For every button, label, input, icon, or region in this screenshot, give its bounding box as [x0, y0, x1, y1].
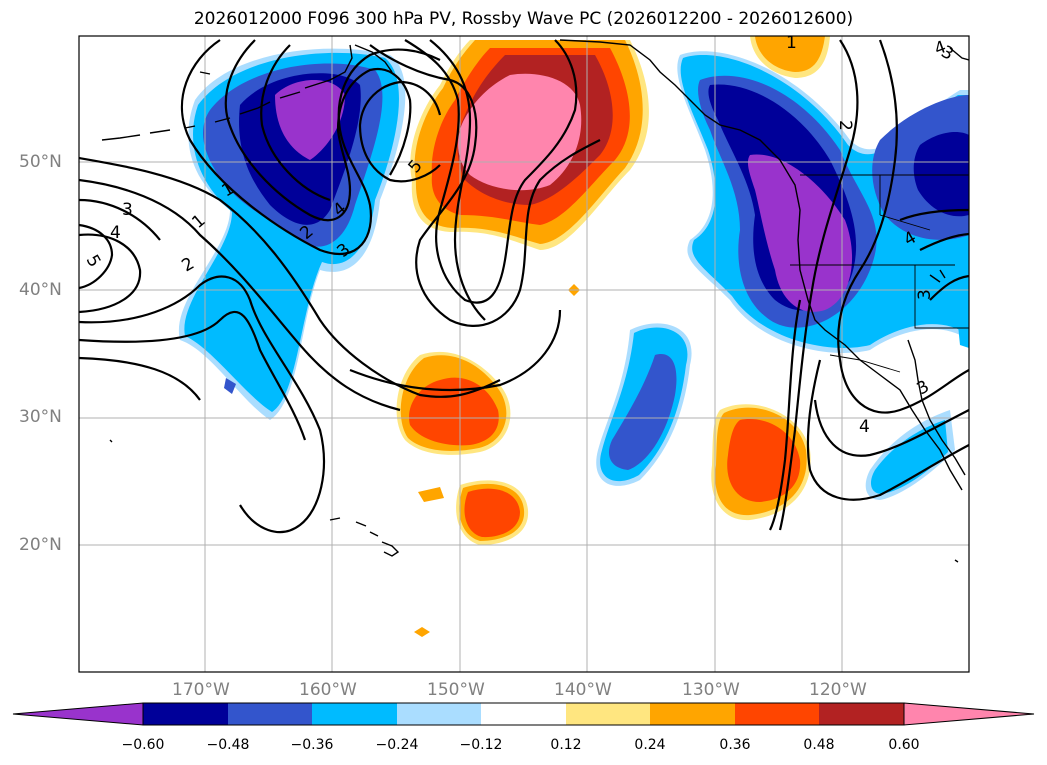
contour-closed-west: [79, 233, 142, 314]
coastline-aleutians: [101, 44, 353, 141]
colorbar-tick-label: −0.48: [206, 737, 250, 753]
lat-label-30n: 30°N: [19, 407, 62, 427]
contour-trough-1: [180, 39, 441, 256]
contour-line-south-3: [79, 356, 201, 401]
colorbar-tick-label: 0.36: [719, 737, 751, 753]
lon-label-120w: 120°W: [809, 680, 867, 700]
contour-label: 2: [835, 120, 855, 131]
pos-anom-red-hawaii: [464, 488, 520, 538]
colorbar-tick-label: 0.48: [803, 737, 835, 753]
colorbar-seg: [819, 703, 904, 725]
contour-east-3: [837, 39, 969, 414]
border-us-states: [790, 175, 969, 329]
colorbar-tick-label: 0.24: [634, 737, 666, 753]
contour-line-west-1: [79, 156, 501, 398]
colorbar-tick-label: 0.12: [550, 737, 582, 753]
contour-east-4: [806, 359, 969, 501]
lon-label-160w: 160°W: [299, 680, 357, 700]
colorbar-seg: [397, 703, 481, 725]
contour-ridge-4: [358, 80, 442, 183]
contour-label: 3: [915, 289, 935, 300]
colorbar-tick-label: 0.60: [888, 737, 920, 753]
contour-ridge-3: [429, 39, 486, 321]
contour-ridge-1: [369, 44, 601, 327]
contour-trough-3: [260, 44, 331, 202]
colorbar-seg: [228, 703, 312, 725]
neg-anom-blue-speck: [224, 378, 236, 394]
contour-line-west-2: [79, 178, 401, 412]
colorbar-seg: [312, 703, 397, 725]
lon-label-170w: 170°W: [172, 680, 230, 700]
colorbar: [12, 702, 1035, 726]
colorbar-extend-high: [903, 702, 1035, 726]
lon-label-130w: 130°W: [682, 680, 740, 700]
contour-line-west-4: [79, 223, 114, 290]
colorbar-tick-label: −0.60: [121, 737, 165, 753]
neg-anom-purple-east: [747, 154, 853, 312]
contour-lower-1: [349, 309, 562, 392]
colorbar-seg: [566, 703, 650, 725]
coastline-misc: [109, 47, 969, 563]
colorbar-extend-low: [12, 702, 144, 726]
colorbar-seg: [143, 703, 228, 725]
contour-line-west-3: [79, 198, 161, 241]
neg-anom-purple-west: [275, 80, 345, 160]
lat-label-20n: 20°N: [19, 535, 62, 555]
coastline-alaska-south: [354, 39, 963, 491]
colorbar-seg: [735, 703, 819, 725]
contour-east-7: [929, 274, 969, 301]
pos-anom-red-central: [409, 377, 499, 446]
neg-anom-cyan-se: [870, 420, 948, 494]
lon-label-150w: 150°W: [427, 680, 485, 700]
contour-trough-2: [224, 39, 412, 222]
colorbar-tick-label: −0.12: [459, 737, 503, 753]
colorbar-seg: [650, 703, 735, 725]
contour-label: 3: [122, 200, 133, 220]
contour-east-6: [919, 232, 969, 251]
lon-label-140w: 140°W: [554, 680, 612, 700]
neg-anom-blue-sub: [608, 354, 677, 470]
wave-contours: [79, 39, 969, 534]
colorbar-tick-label: −0.24: [375, 737, 419, 753]
pos-anom-small-b: [414, 627, 430, 637]
pos-anom-small-a: [418, 487, 444, 502]
contour-line-south-2: [79, 310, 307, 441]
pv-field: [178, 36, 969, 637]
pos-anom-pink-ridge: [458, 73, 582, 191]
colorbar-seg: [481, 703, 566, 725]
contour-ridge-2: [404, 39, 578, 304]
contour-east-2: [769, 299, 802, 531]
contour-label: 1: [786, 33, 797, 53]
contour-east-5: [813, 399, 969, 457]
lat-label-40n: 40°N: [19, 280, 62, 300]
coastlines: [101, 39, 969, 563]
contour-east-1: [778, 39, 859, 531]
contour-label: 4: [859, 417, 870, 437]
colorbar-outline: [142, 702, 905, 726]
colorbar-tick-label: −0.36: [290, 737, 334, 753]
coastline-hawaii: [329, 517, 400, 557]
lat-label-50n: 50°N: [19, 152, 62, 172]
gridlines: [79, 36, 969, 672]
neg-anom-cyan-corner: [958, 320, 969, 348]
contour-line-south-1: [79, 275, 326, 534]
contour-east-8: [899, 208, 969, 222]
map-border: [78, 35, 970, 673]
contour-label: 4: [110, 223, 121, 243]
map-title: 2026012000 F096 300 hPa PV, Rossby Wave …: [193, 9, 854, 29]
pos-anom-orange-north: [755, 36, 825, 72]
